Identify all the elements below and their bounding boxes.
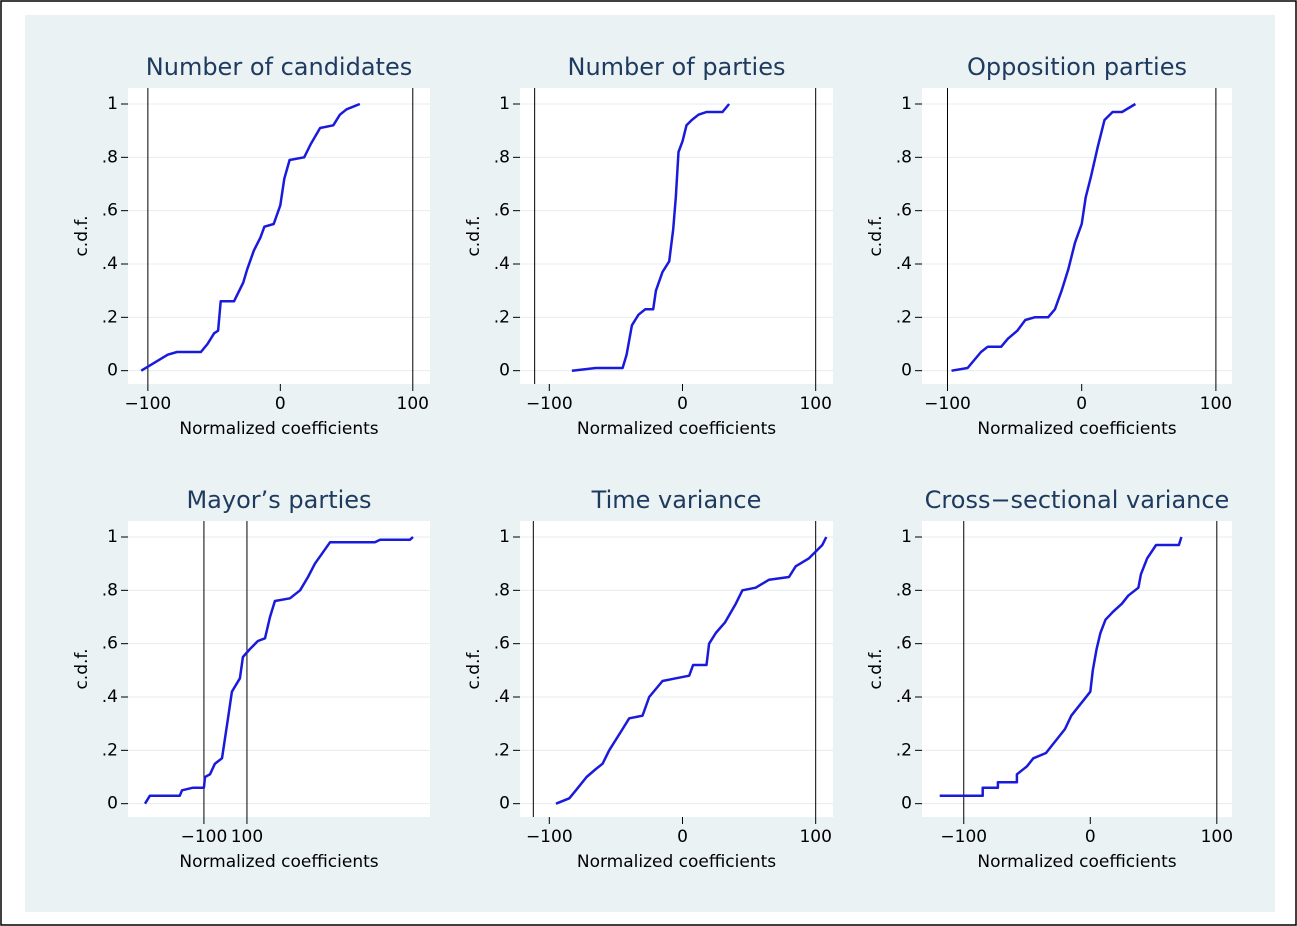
y-tick-label: .2 (896, 740, 912, 760)
plot-region (128, 521, 430, 817)
y-tick-label: 0 (499, 361, 510, 381)
cdf-line (939, 536, 1183, 797)
x-axis-label: Normalized coefficients (977, 419, 1176, 439)
y-axis-label: c.d.f. (866, 648, 886, 689)
y-tick-label: .6 (102, 201, 118, 221)
y-tick-label: 1 (107, 94, 118, 114)
x-tick-label: 0 (1085, 827, 1096, 847)
x-tick-label: 100 (397, 394, 429, 414)
cdf-line (140, 102, 361, 372)
y-tick-label: 0 (107, 361, 118, 381)
plot-region (520, 88, 833, 384)
x-axis-label: Normalized coefficients (577, 852, 776, 872)
y-tick-label: 0 (107, 794, 118, 814)
x-tick-label: 100 (799, 827, 831, 847)
x-tick-label: −100 (125, 394, 172, 414)
x-axis-label: Normalized coefficients (179, 852, 378, 872)
y-tick-label: .2 (896, 307, 912, 327)
x-tick-label: −100 (940, 827, 987, 847)
x-tick-label: 0 (677, 827, 688, 847)
y-tick-label: .6 (494, 634, 510, 654)
chart-title: Number of candidates (146, 53, 412, 81)
x-tick-label: 0 (275, 394, 286, 414)
y-axis-label: c.d.f. (72, 648, 92, 689)
y-axis-label: c.d.f. (866, 215, 886, 256)
y-tick-label: .4 (102, 254, 118, 274)
y-tick-label: .4 (896, 687, 912, 707)
x-tick-label: 0 (677, 394, 688, 414)
x-axis-label: Normalized coefficients (179, 419, 378, 439)
chart-title: Opposition parties (967, 53, 1187, 81)
cdf-line (571, 103, 731, 372)
y-tick-label: 0 (901, 794, 912, 814)
x-tick-label: 100 (1201, 827, 1233, 847)
y-tick-label: 1 (901, 527, 912, 547)
x-tick-label: −100 (526, 827, 573, 847)
x-tick-label: −100 (924, 394, 971, 414)
plot-region (922, 521, 1232, 817)
y-tick-label: .6 (896, 634, 912, 654)
x-axis-label: Normalized coefficients (577, 419, 776, 439)
chart-title: Cross−sectional variance (925, 486, 1230, 514)
y-tick-label: .8 (896, 147, 912, 167)
y-tick-label: .4 (896, 254, 912, 274)
chart-title: Number of parties (568, 53, 786, 81)
y-axis-label: c.d.f. (464, 648, 484, 689)
y-tick-label: .2 (494, 307, 510, 327)
y-tick-label: 1 (107, 527, 118, 547)
y-axis-label: c.d.f. (464, 215, 484, 256)
y-tick-label: .6 (494, 201, 510, 221)
y-tick-label: 1 (901, 94, 912, 114)
y-tick-label: .6 (896, 201, 912, 221)
cdf-line (555, 536, 828, 805)
chart-title: Time variance (591, 486, 762, 514)
y-tick-label: .4 (494, 687, 510, 707)
plot-region (128, 88, 430, 384)
y-tick-label: 0 (499, 794, 510, 814)
y-tick-label: 1 (499, 94, 510, 114)
y-tick-label: .8 (494, 580, 510, 600)
y-tick-label: .2 (102, 307, 118, 327)
y-tick-label: .4 (494, 254, 510, 274)
x-tick-label: 100 (799, 394, 831, 414)
plot-region (520, 521, 833, 817)
y-tick-label: .2 (102, 740, 118, 760)
y-tick-label: .8 (102, 580, 118, 600)
x-tick-label: 0 (1076, 394, 1087, 414)
chart-title: Mayor’s parties (186, 486, 371, 514)
cdf-line (143, 536, 414, 805)
y-tick-label: .6 (102, 634, 118, 654)
y-tick-label: .2 (494, 740, 510, 760)
y-axis-label: c.d.f. (72, 215, 92, 256)
x-tick-label: −100 (181, 827, 228, 847)
y-tick-label: .8 (102, 147, 118, 167)
y-tick-label: .4 (102, 687, 118, 707)
x-axis-label: Normalized coefficients (977, 852, 1176, 872)
x-tick-label: −100 (526, 394, 573, 414)
y-tick-label: 0 (901, 361, 912, 381)
y-tick-label: .8 (896, 580, 912, 600)
y-tick-label: 1 (499, 527, 510, 547)
x-tick-label: 100 (231, 827, 263, 847)
cdf-line (951, 102, 1137, 372)
y-tick-label: .8 (494, 147, 510, 167)
x-tick-label: 100 (1200, 394, 1232, 414)
